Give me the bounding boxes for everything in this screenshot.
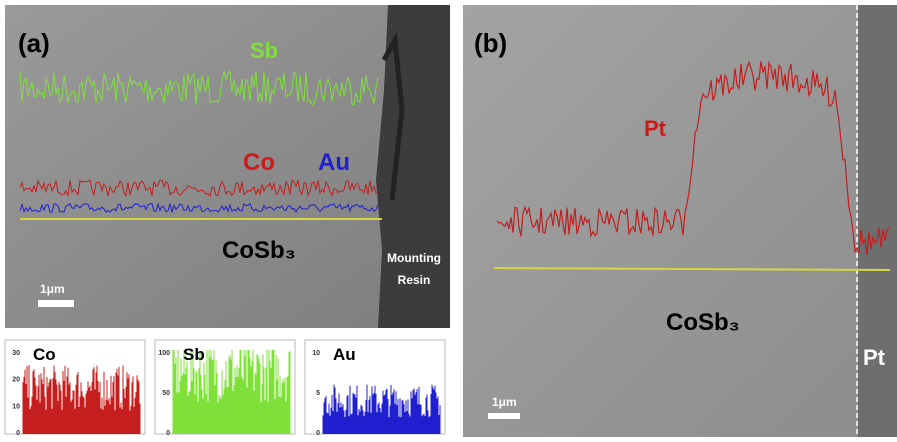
histogram-tick: 20 <box>12 377 20 384</box>
material-label: CoSb₃ <box>666 309 740 336</box>
histogram-tick: 10 <box>312 350 320 357</box>
figure: (a) Sb Co Au CoSb₃ Mounting Resin 1μm 30… <box>0 0 897 437</box>
histogram-tick: 5 <box>316 390 320 397</box>
histogram-tick: 50 <box>162 390 170 397</box>
material-label: CoSb₃ <box>222 237 296 264</box>
sb-label: Sb <box>250 38 278 63</box>
co-label: Co <box>243 149 275 176</box>
scale-label: 1μm <box>492 395 517 409</box>
histogram-label: Co <box>33 345 56 364</box>
page: {"panel_a": {"label": "(a)", "sb": "Sb",… <box>0 0 897 442</box>
panel-label: (b) <box>474 28 507 58</box>
histogram-tick: 30 <box>12 350 20 357</box>
scale-label: 1μm <box>40 282 65 296</box>
au-label: Au <box>318 149 350 176</box>
pt-layer-label: Pt <box>863 345 886 370</box>
resin-label: Mounting <box>387 251 441 265</box>
histogram-tick: 100 <box>158 350 170 357</box>
histogram-tick: 0 <box>166 430 170 437</box>
scale-bar <box>38 300 74 307</box>
histogram-tick: 10 <box>12 403 20 410</box>
histogram-label: Sb <box>183 345 205 364</box>
pt-trace-label: Pt <box>644 116 667 141</box>
sem-image-b <box>463 5 897 437</box>
resin-label: Resin <box>398 273 431 287</box>
scale-bar <box>488 413 520 419</box>
pt-layer-region <box>858 5 897 437</box>
panel-label: (a) <box>18 28 50 58</box>
histogram-label: Au <box>333 345 356 364</box>
histogram-tick: 0 <box>316 430 320 437</box>
histogram-tick: 0 <box>16 430 20 437</box>
